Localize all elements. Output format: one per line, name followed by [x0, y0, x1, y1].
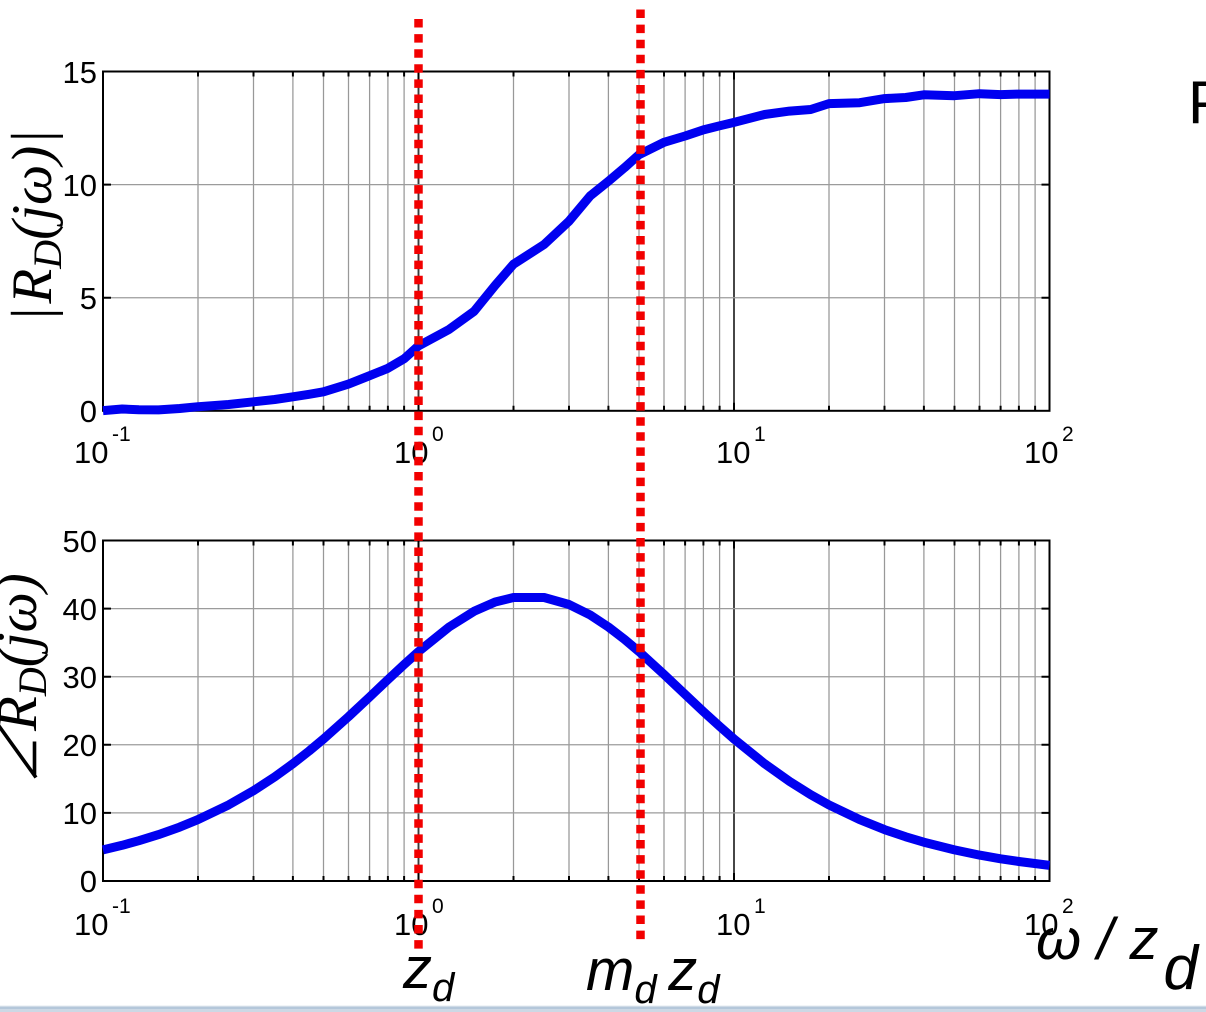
svg-text:10: 10	[394, 435, 428, 470]
svg-text:1: 1	[754, 895, 766, 918]
svg-text:20: 20	[63, 728, 97, 763]
svg-text:ω / zd: ω / zd	[1036, 907, 1201, 1003]
svg-text:1: 1	[754, 423, 766, 446]
svg-text:2: 2	[1062, 423, 1074, 446]
svg-text:10: 10	[63, 168, 97, 203]
svg-text:40: 40	[63, 592, 97, 627]
svg-text:10: 10	[74, 435, 108, 470]
svg-text:|RD(jω)|: |RD(jω)|	[1, 130, 70, 319]
svg-text:15: 15	[63, 55, 97, 90]
svg-text:zd: zd	[402, 936, 456, 1010]
svg-text:0: 0	[432, 895, 444, 918]
svg-text:10: 10	[716, 907, 750, 942]
svg-text:P: P	[1188, 69, 1206, 136]
svg-text:0: 0	[80, 864, 97, 899]
svg-text:-1: -1	[112, 423, 131, 446]
svg-text:10: 10	[74, 907, 108, 942]
svg-text:50: 50	[63, 524, 97, 559]
svg-text:0: 0	[80, 394, 97, 429]
svg-text:md zd: md zd	[586, 938, 721, 1012]
svg-text:30: 30	[63, 660, 97, 695]
svg-text:10: 10	[1024, 435, 1058, 470]
svg-text:5: 5	[80, 281, 97, 316]
svg-text:10: 10	[63, 796, 97, 831]
svg-text:RD(jω): RD(jω)	[0, 573, 55, 732]
svg-text:10: 10	[1024, 907, 1058, 942]
svg-text:0: 0	[432, 423, 444, 446]
svg-text:-1: -1	[112, 895, 131, 918]
svg-text:2: 2	[1062, 895, 1074, 918]
svg-text:10: 10	[716, 435, 750, 470]
